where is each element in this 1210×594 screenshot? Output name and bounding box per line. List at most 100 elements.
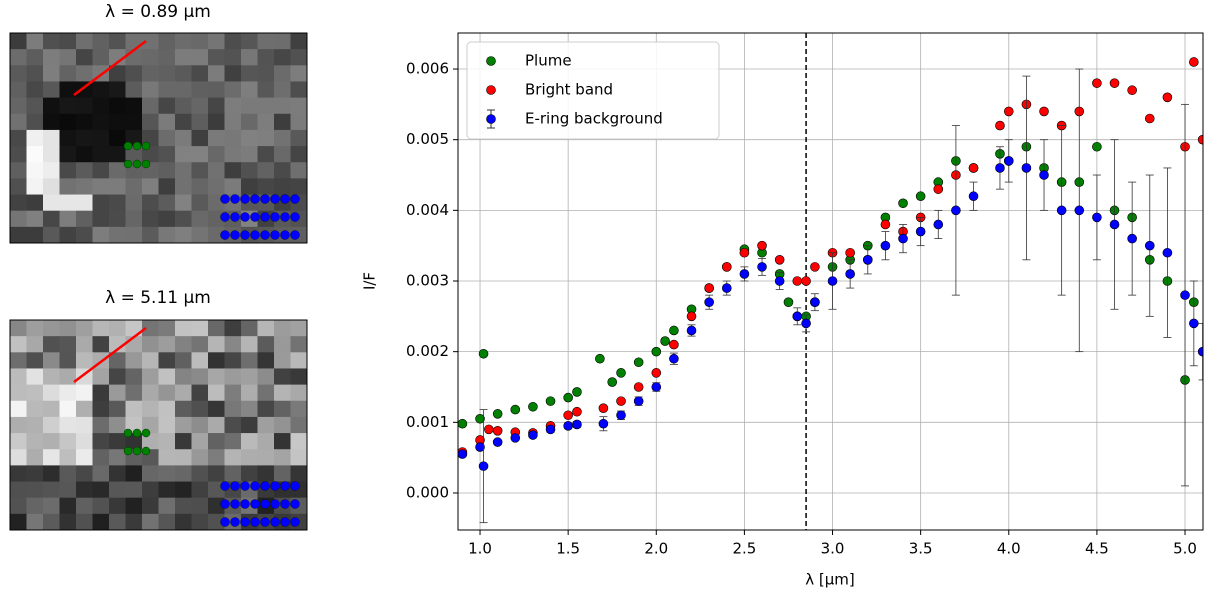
pixel (274, 49, 291, 66)
pixel (10, 513, 27, 531)
pixel (274, 368, 291, 386)
pixel (10, 178, 27, 196)
pixel (43, 497, 60, 515)
pixel (290, 416, 308, 434)
pixel (92, 178, 110, 196)
ering-pixel (290, 230, 300, 240)
plume-pixel (141, 141, 151, 151)
point (1092, 212, 1102, 223)
pixel (26, 178, 44, 196)
ering-pixel (290, 212, 300, 222)
pixel (158, 49, 176, 66)
pixel (158, 449, 176, 466)
pixel (224, 336, 242, 353)
pixel (290, 336, 308, 353)
pixel (76, 129, 93, 147)
pixel (290, 400, 308, 418)
pixel (10, 497, 27, 515)
pixel (208, 497, 225, 515)
pixel (191, 162, 209, 179)
pixel (175, 178, 192, 196)
pixel (92, 194, 110, 212)
point (458, 449, 468, 459)
pixel (26, 416, 44, 434)
pixel (175, 146, 192, 163)
point (510, 433, 521, 443)
pixel (274, 113, 291, 131)
pixel (59, 194, 77, 212)
point (633, 357, 644, 368)
pixel (208, 465, 225, 483)
pixel (125, 336, 143, 353)
pixel (175, 433, 192, 450)
point (651, 382, 662, 392)
x-tick-label: 3.0 (821, 540, 845, 558)
pixel (175, 449, 192, 466)
ering-pixel (270, 517, 280, 527)
ering-pixel (250, 230, 260, 240)
pixel (26, 497, 44, 515)
pixel (76, 368, 93, 386)
pixel (10, 113, 27, 131)
pixel (26, 352, 44, 369)
point (1039, 106, 1049, 117)
pixel (257, 162, 275, 179)
pixel (109, 513, 126, 531)
pixel (158, 433, 176, 450)
pixel (76, 65, 93, 82)
pixel (92, 81, 110, 99)
ering-pixel (280, 212, 290, 222)
pixel (257, 129, 275, 147)
pixel (76, 81, 93, 99)
pixel (274, 33, 291, 50)
pixel (175, 65, 192, 82)
pixel (43, 320, 60, 337)
pixel (109, 336, 126, 353)
pixel (59, 81, 77, 99)
point (1189, 318, 1199, 329)
ering-pixel (260, 212, 270, 222)
image-frame (9, 319, 308, 531)
pixel (26, 465, 44, 483)
pixel (26, 210, 44, 228)
image-panel (9, 319, 308, 531)
pixel (43, 416, 60, 434)
pixel (76, 194, 93, 212)
pixel (290, 81, 308, 99)
pixel (59, 65, 77, 82)
point (492, 425, 503, 436)
pixel (43, 210, 60, 228)
pixel (274, 384, 291, 402)
pixel (208, 129, 225, 147)
ering-pixel (250, 194, 260, 204)
pixel (125, 352, 143, 369)
pixel (10, 65, 27, 82)
pixel (224, 49, 242, 66)
pixel (158, 97, 176, 115)
point (757, 240, 767, 251)
pixel (125, 400, 143, 418)
pixel (191, 465, 209, 483)
pixel (224, 178, 242, 196)
pixel (92, 320, 110, 337)
pixel (10, 146, 27, 163)
pixel (191, 497, 209, 515)
ering-pixel (290, 194, 300, 204)
point (563, 421, 573, 431)
pixel (125, 384, 143, 402)
plume-pixel (132, 428, 142, 438)
point (633, 396, 644, 406)
pixel (109, 226, 126, 244)
pixel (10, 320, 27, 337)
pixel (76, 97, 93, 115)
pixel (158, 384, 176, 402)
pixel (125, 97, 143, 115)
legend-marker (486, 114, 496, 124)
pixel (274, 178, 291, 196)
pixel (257, 368, 275, 386)
pixel (257, 97, 275, 115)
pixel (241, 49, 258, 66)
pixel (109, 33, 126, 50)
pixel (142, 336, 159, 353)
plot: 1.0 1.5 2.0 2.5 3.0 3.5 4.0 4.5 5.0 0.000 0.001 0.0… (406, 32, 1204, 558)
